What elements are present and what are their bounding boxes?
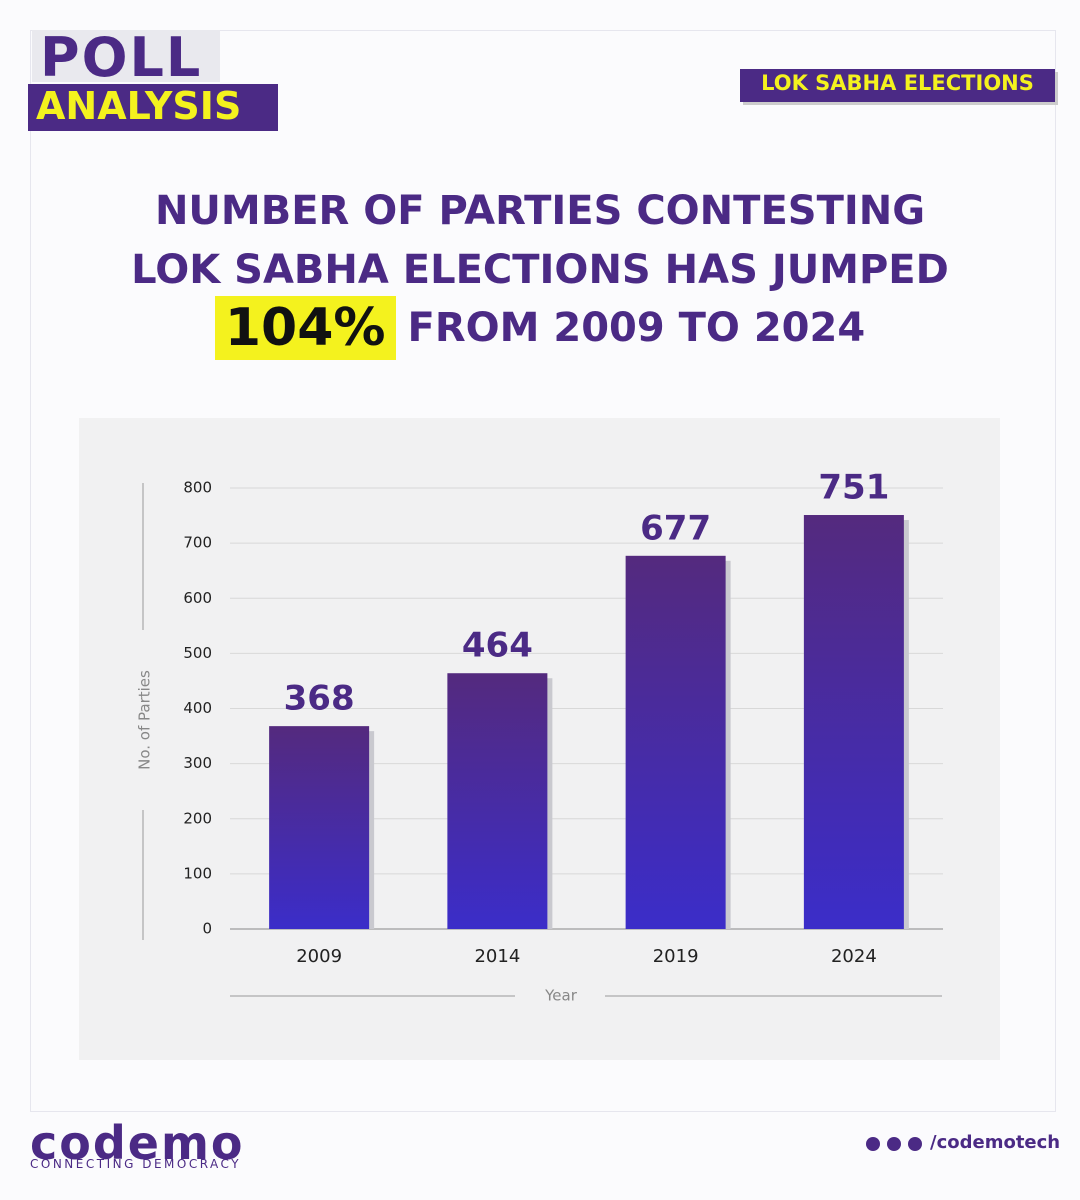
value-label: 677 — [640, 508, 711, 548]
tag-box — [740, 69, 1055, 102]
y-tick-label: 200 — [183, 809, 212, 827]
value-label: 368 — [284, 679, 355, 719]
logo-bottom-box — [28, 84, 278, 131]
icon[interactable] — [908, 1137, 922, 1151]
title-rest: FROM 2009 TO 2024 — [407, 305, 866, 351]
bar — [447, 673, 548, 929]
frame — [30, 30, 1056, 1112]
bar — [269, 726, 370, 929]
value-label: 464 — [462, 626, 533, 666]
x-tick-label: 2009 — [296, 946, 342, 967]
logo-bottom: ANALYSIS — [36, 84, 242, 128]
y-tick-label: 0 — [202, 920, 212, 938]
bar — [803, 515, 904, 929]
value-label: 751 — [818, 468, 889, 508]
tagline: CONNECTING DEMOCRACY — [30, 1157, 242, 1171]
logo-top: POLL — [40, 26, 203, 89]
y-tick-label: 500 — [183, 644, 212, 662]
x-tick-label: 2014 — [474, 946, 520, 967]
y-tick-label: 800 — [183, 479, 212, 497]
logo-box — [32, 30, 220, 82]
y-axis-label: No. of Parties — [136, 670, 154, 770]
icon[interactable] — [887, 1137, 901, 1151]
x-axis-label: Year — [544, 987, 578, 1005]
title-line: LOK SABHA ELECTIONS HAS JUMPED — [131, 247, 949, 293]
y-tick-label: 600 — [183, 589, 212, 607]
x-tick-label: 2024 — [831, 946, 877, 967]
y-tick-label: 100 — [183, 864, 212, 882]
handle[interactable]: /codemotech — [930, 1132, 1061, 1153]
title-line: 104% FROM 2009 TO 2024 — [0, 296, 1080, 360]
y-tick-label: 400 — [183, 699, 212, 717]
icon[interactable] — [866, 1137, 880, 1151]
bar — [625, 555, 726, 929]
y-tick-label: 300 — [183, 754, 212, 772]
tag: LOK SABHA ELECTIONS — [761, 71, 1034, 95]
brand: codemo — [30, 1116, 245, 1170]
title-line: NUMBER OF PARTIES CONTESTING — [154, 188, 926, 234]
y-tick-label: 700 — [183, 534, 212, 552]
x-tick-label: 2019 — [653, 946, 699, 967]
title-highlight: 104% — [214, 296, 396, 360]
